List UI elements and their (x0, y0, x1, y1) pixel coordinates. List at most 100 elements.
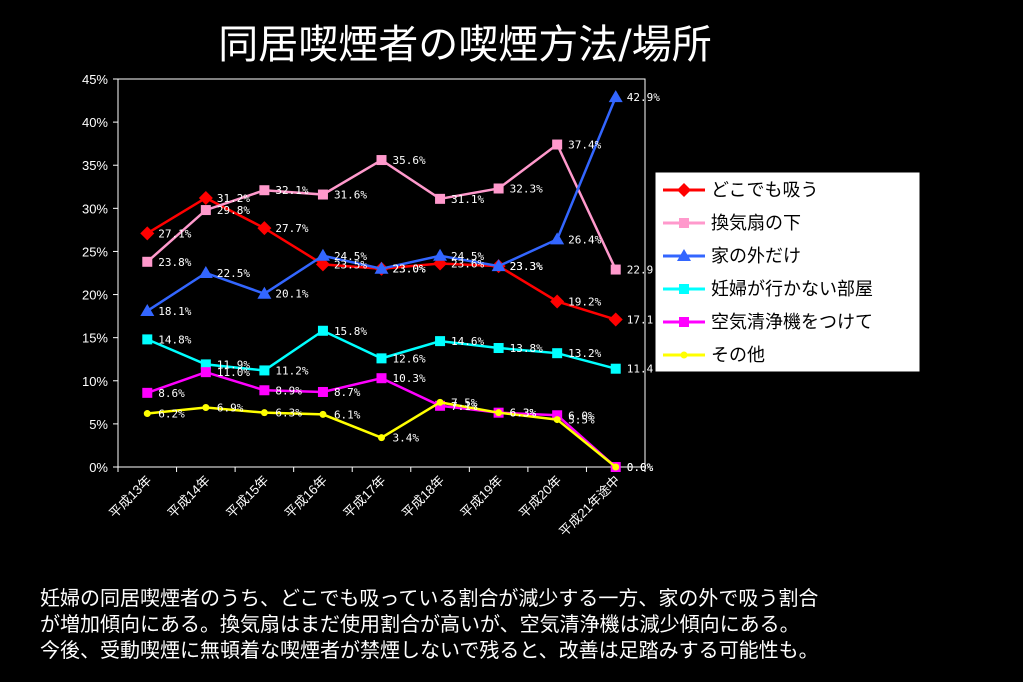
data-point (491, 259, 506, 272)
data-label: 32.1% (275, 184, 308, 197)
data-point (552, 139, 563, 150)
x-tick-label: 平成16年 (282, 473, 330, 521)
data-point (200, 205, 211, 216)
legend-label: 空気清浄機をつけて (711, 312, 873, 333)
data-point (198, 266, 213, 278)
x-tick-label: 平成20年 (516, 473, 564, 521)
data-point (610, 264, 621, 275)
chart-series (140, 90, 623, 472)
data-point (260, 409, 268, 417)
series-line (146, 370, 617, 468)
legend-entry: 換気扇の下 (663, 213, 801, 234)
page-title: 同居喫煙者の喫煙方法/場所 (218, 22, 712, 68)
data-point (315, 248, 330, 261)
data-label: 12.6% (393, 352, 426, 365)
data-point (259, 385, 270, 396)
data-point (319, 410, 327, 418)
plot-area (117, 78, 646, 468)
data-point (680, 351, 688, 359)
data-point (493, 343, 504, 354)
data-point (495, 409, 503, 417)
data-label: 19.2% (568, 295, 601, 308)
x-tick-label: 平成19年 (457, 473, 505, 521)
data-label: 24.5% (451, 250, 484, 263)
data-label: 32.3% (510, 183, 543, 196)
data-point (202, 404, 210, 412)
data-label: 8.6% (158, 387, 185, 400)
data-label: 26.4% (568, 233, 601, 246)
series-square (142, 325, 621, 376)
data-label: 23.6% (451, 258, 484, 271)
data-point (679, 317, 689, 327)
data-point (378, 434, 385, 442)
y-tick-label: 35% (82, 158, 108, 173)
y-tick-label: 25% (82, 244, 108, 259)
legend-label: 換気扇の下 (711, 213, 801, 234)
data-point (608, 90, 623, 103)
data-label: 23.0% (393, 263, 426, 276)
data-label: 14.6% (451, 335, 484, 348)
data-point (140, 226, 155, 241)
data-label: 8.7% (334, 386, 361, 399)
legend-entry: 家の外だけ (663, 246, 801, 267)
data-point (200, 359, 211, 370)
data-label: 6.2% (158, 408, 185, 421)
x-tick-label: 平成21年途中 (556, 473, 623, 540)
data-point (608, 312, 623, 327)
data-label: 29.8% (217, 204, 250, 217)
data-point (552, 410, 563, 421)
y-tick-label: 45% (82, 72, 108, 87)
data-label: 23.5% (334, 258, 367, 271)
data-label: 0.0% (627, 461, 654, 474)
data-point (493, 183, 504, 194)
data-point (376, 155, 387, 166)
data-label: 23.3% (510, 260, 543, 273)
data-point (317, 386, 328, 397)
data-point (200, 367, 211, 378)
data-point (612, 463, 620, 471)
data-point (257, 221, 272, 236)
data-point (257, 286, 272, 299)
data-label: 6.3% (510, 407, 537, 420)
data-label: 42.9% (627, 91, 660, 104)
data-label: 6.1% (334, 408, 361, 421)
data-label: 11.4 (627, 363, 654, 376)
legend-entry: どこでも吸う (663, 180, 818, 201)
data-label: 23.3% (510, 260, 543, 273)
y-tick-label: 30% (82, 201, 108, 216)
y-tick-label: 0% (89, 460, 108, 475)
data-label: 20.1% (275, 288, 308, 301)
data-label: 3.4% (393, 432, 420, 445)
data-point (553, 416, 561, 424)
legend-entry: その他 (663, 345, 765, 366)
data-point (198, 190, 213, 205)
data-point (435, 193, 446, 204)
data-point (142, 256, 153, 267)
y-tick-label: 5% (89, 417, 108, 432)
caption-line: 今後、受動喫煙に無頓着な喫煙者が禁煙しないで残ると、改善は足踏みする可能性も。 (40, 638, 819, 662)
data-label: 22.5% (217, 267, 250, 280)
data-label: 31.6% (334, 189, 367, 202)
data-point (677, 183, 691, 197)
data-point (317, 325, 328, 336)
data-label: 6.9% (217, 402, 244, 415)
data-point (550, 294, 565, 309)
data-label: 6.3% (510, 407, 537, 420)
data-label: 22.9 (627, 264, 654, 277)
data-label: 37.4% (568, 139, 601, 152)
legend-entry: 空気清浄機をつけて (663, 312, 873, 333)
data-label: 13.8% (510, 342, 543, 355)
y-tick-label: 15% (82, 331, 108, 346)
data-point (376, 373, 387, 384)
data-label: 31.1% (451, 193, 484, 206)
series-square (142, 139, 621, 275)
data-label: 31.2% (217, 192, 250, 205)
series-triangle (140, 90, 623, 316)
data-label: 5.5% (568, 414, 595, 427)
legend-label: 妊婦が行かない部屋 (711, 279, 873, 300)
data-point (317, 189, 328, 200)
data-point (142, 387, 153, 398)
data-label: 17.1 (627, 314, 654, 327)
data-label: 24.5% (334, 250, 367, 263)
data-point (550, 232, 565, 245)
